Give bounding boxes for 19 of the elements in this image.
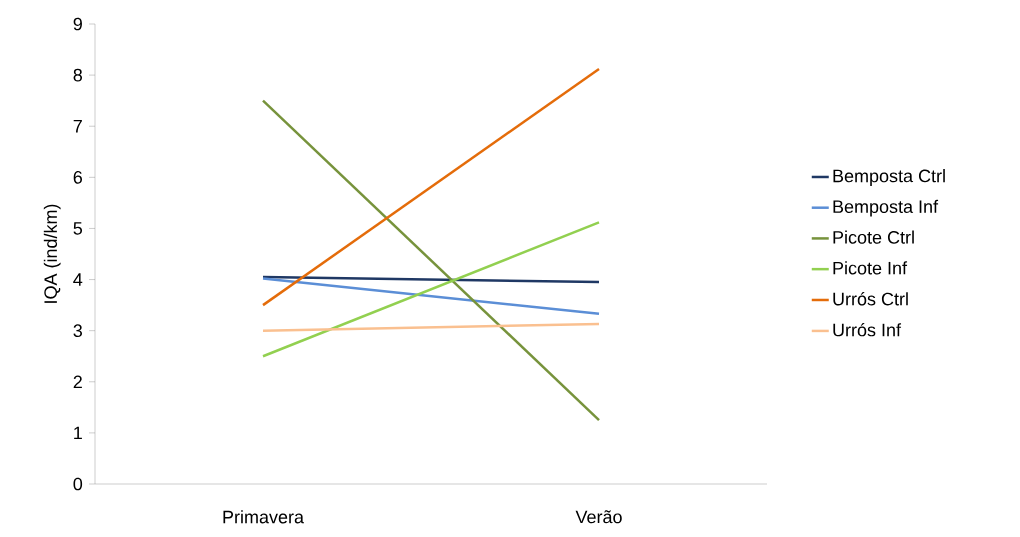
y-tick-label: 8 [73,68,83,82]
legend-label: Urrós Inf [833,322,902,337]
legend-label: Picote Ctrl [833,230,914,244]
legend-label: Urrós Ctrl [833,292,908,306]
y-tick-label: 4 [73,273,83,286]
y-tick-label: 9 [73,17,82,31]
y-tick-label: 1 [74,426,82,440]
y-tick-label: 2 [73,375,82,389]
legend-label: Picote Inf [833,261,908,275]
y-tick-label: 6 [73,170,83,184]
x-tick-label: Verão [575,510,622,524]
y-tick-label: 5 [73,222,83,235]
y-tick-label: 3 [73,324,83,338]
y-tick-label: 7 [73,120,82,133]
y-tick-label: 0 [73,477,83,491]
legend-label: Bemposta Inf [833,199,939,217]
x-tick-label: Primavera [223,510,305,524]
legend-label: Bemposta Ctrl [833,169,945,186]
y-axis-title: IQA (ind/km) [43,204,61,303]
